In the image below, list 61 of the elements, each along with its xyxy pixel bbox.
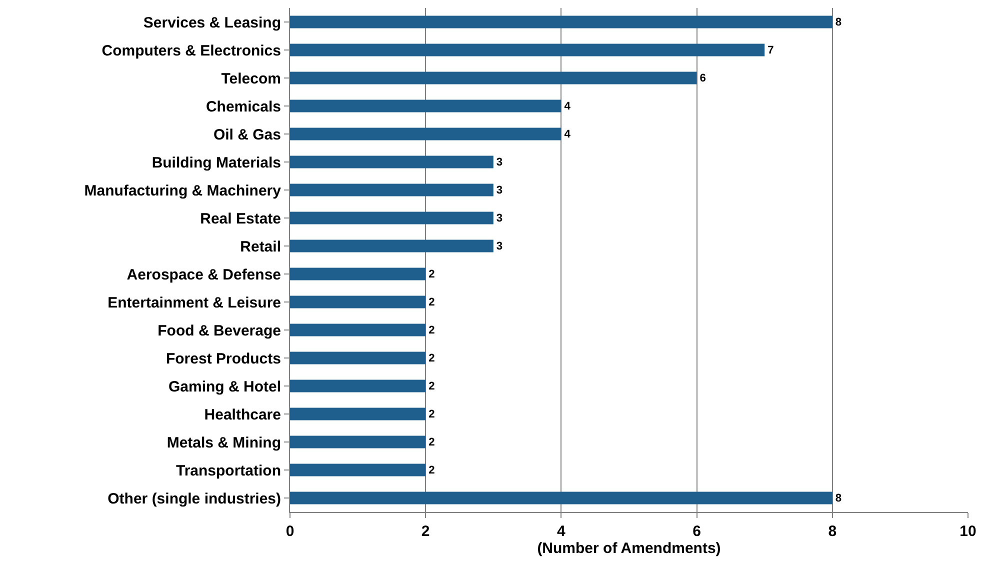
y-tick-label: Computers & Electronics <box>102 42 281 60</box>
data-label: 3 <box>496 156 503 168</box>
y-tick-label: Entertainment & Leisure <box>108 294 281 312</box>
y-tick-label: Forest Products <box>166 350 281 368</box>
data-label: 8 <box>835 492 842 504</box>
y-tick-label: Food & Beverage <box>158 322 281 340</box>
data-label: 2 <box>428 268 435 280</box>
data-label: 4 <box>564 128 572 140</box>
data-label: 2 <box>428 296 435 308</box>
data-label: 8 <box>835 16 842 28</box>
y-tick-label: Manufacturing & Machinery <box>84 182 282 200</box>
x-tick-label: 2 <box>421 523 430 540</box>
y-tick-label: Transportation <box>176 462 281 480</box>
y-tick-label: Chemicals <box>206 98 281 116</box>
bar <box>290 324 426 336</box>
y-tick-label: Metals & Mining <box>166 434 281 452</box>
x-tick-label: 8 <box>828 523 837 540</box>
y-tick-label: Aerospace & Defense <box>126 266 281 284</box>
y-tick-label: Real Estate <box>200 210 281 228</box>
bar <box>290 240 494 252</box>
y-tick-label: Other (single industries) <box>108 490 281 508</box>
data-label: 4 <box>564 100 572 112</box>
y-tick-label: Telecom <box>221 70 281 88</box>
x-tick-label: 0 <box>286 523 294 540</box>
bar <box>290 296 426 308</box>
bar <box>290 436 426 448</box>
bar <box>290 156 494 168</box>
y-tick-label: Healthcare <box>204 406 281 424</box>
bar <box>290 44 765 56</box>
bar <box>290 184 494 196</box>
x-tick-label: 4 <box>557 523 566 540</box>
data-label: 3 <box>496 184 503 196</box>
x-tick-label: 6 <box>692 523 701 540</box>
bar <box>290 492 832 504</box>
bar <box>290 380 426 392</box>
y-tick-label: Oil & Gas <box>213 126 281 144</box>
bar <box>290 72 697 84</box>
data-label: 2 <box>428 352 435 364</box>
data-label: 2 <box>428 324 435 336</box>
bar <box>290 268 426 280</box>
bar <box>290 128 562 140</box>
data-label: 2 <box>428 464 435 476</box>
bar <box>290 352 426 364</box>
y-tick-label: Services & Leasing <box>143 14 281 32</box>
y-tick-label: Retail <box>240 238 281 256</box>
x-tick-label: 10 <box>960 523 976 540</box>
bar <box>290 408 426 420</box>
y-tick-label: Gaming & Hotel <box>168 378 281 396</box>
data-label: 2 <box>428 408 435 420</box>
data-label: 3 <box>496 212 503 224</box>
data-label: 2 <box>428 380 435 392</box>
bar <box>290 16 832 28</box>
x-axis-title: (Number of Amendments) <box>537 540 721 557</box>
data-label: 3 <box>496 240 503 252</box>
data-label: 7 <box>768 44 774 56</box>
data-label: 2 <box>428 436 435 448</box>
data-label: 6 <box>700 72 706 84</box>
bar <box>290 464 426 476</box>
y-tick-label: Building Materials <box>152 154 281 172</box>
bar <box>290 100 562 112</box>
bar <box>290 212 494 224</box>
